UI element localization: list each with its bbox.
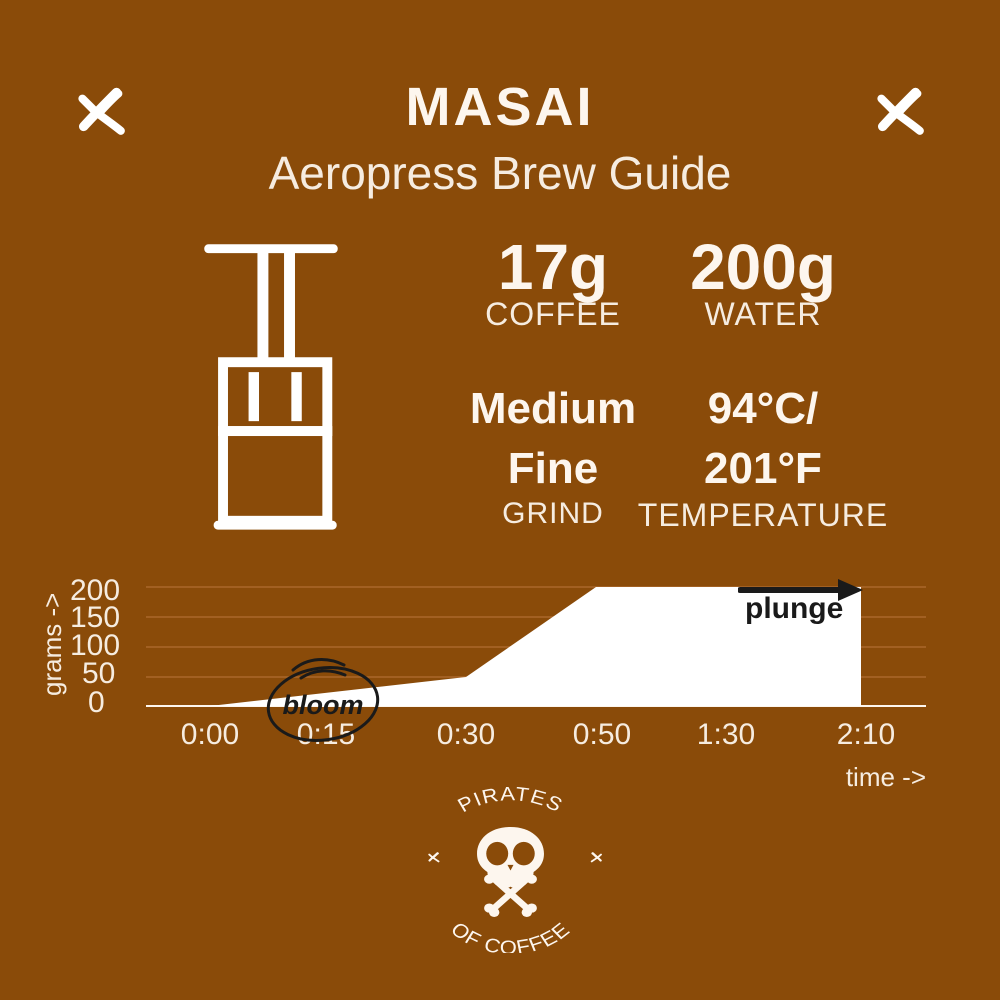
svg-text:PIRATES: PIRATES <box>454 787 567 817</box>
svg-text:bloom: bloom <box>283 690 364 720</box>
svg-text:OF COFFEE: OF COFFEE <box>446 918 575 953</box>
